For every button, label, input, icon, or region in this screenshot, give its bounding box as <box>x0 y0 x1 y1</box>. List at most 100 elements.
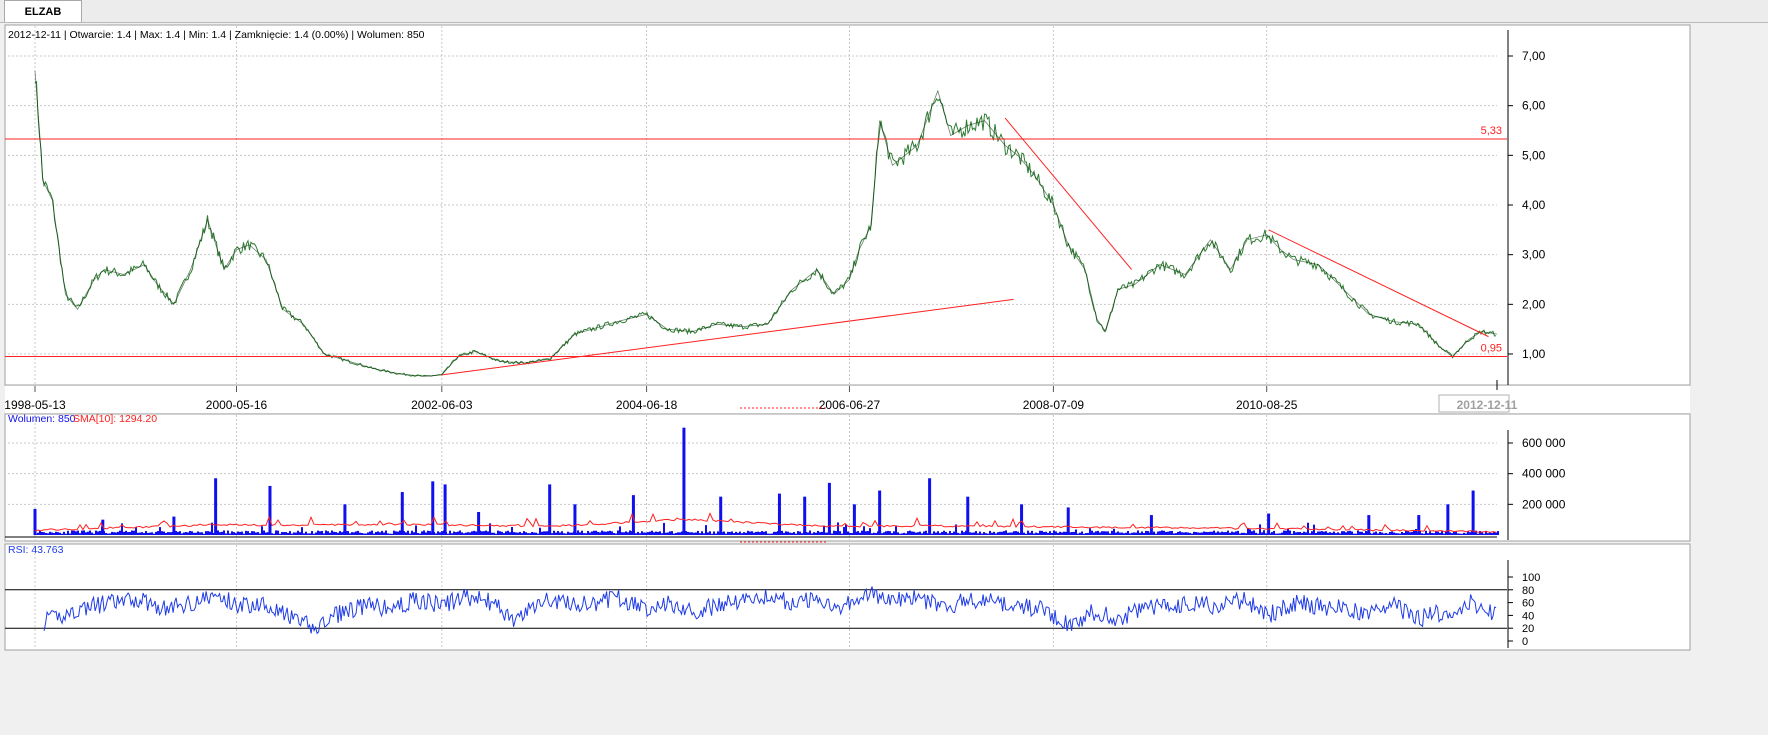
volume-bar <box>191 531 193 535</box>
volume-bar <box>719 496 723 535</box>
volume-bar <box>895 526 897 535</box>
volume-bar <box>407 530 409 535</box>
axes: 1998-05-13 2000-05-16 2002-06-03 2004-06-18… <box>4 30 1566 648</box>
volume-bar <box>861 530 863 535</box>
volume-bar <box>141 532 143 535</box>
volume-bar <box>259 533 261 535</box>
volume-bar <box>1013 531 1015 535</box>
volume-bar <box>567 531 569 535</box>
volume-bar <box>255 532 257 535</box>
volume-bar <box>1463 532 1465 535</box>
volume-bar <box>989 530 991 535</box>
volume-bar <box>1115 532 1117 535</box>
volume-bar <box>917 532 919 535</box>
volume-bar <box>1343 531 1345 535</box>
tab-elzab[interactable]: ELZAB <box>4 0 82 22</box>
rsi-layer <box>5 586 1507 635</box>
volume-bar <box>977 533 979 535</box>
volume-bar <box>413 532 415 535</box>
volume-bar <box>1395 533 1397 535</box>
volume-bar <box>931 533 933 535</box>
volume-bar <box>515 532 517 535</box>
price-tick-label: 4,00 <box>1522 198 1546 212</box>
volume-bar <box>701 531 703 535</box>
volume-bar <box>177 531 179 535</box>
volume-bar <box>409 533 411 535</box>
volume-bar <box>117 531 119 535</box>
volume-bar <box>487 531 489 535</box>
volume-bar <box>391 533 393 535</box>
volume-bar <box>447 533 449 535</box>
volume-bar <box>1265 533 1267 535</box>
volume-bar <box>1119 532 1121 535</box>
volume-bar <box>755 531 757 535</box>
volume-bar <box>1363 533 1365 535</box>
volume-bar <box>865 531 867 535</box>
volume-bar <box>965 530 967 535</box>
bottom-strip <box>0 652 1768 735</box>
volume-bar <box>111 531 113 535</box>
volume-bar <box>709 531 711 535</box>
volume-bar <box>1117 531 1119 535</box>
volume-bar <box>629 530 631 535</box>
volume-bar <box>485 530 487 535</box>
volume-bar <box>493 532 495 535</box>
volume-bar <box>1061 532 1063 535</box>
volume-bar <box>863 526 865 535</box>
volume-bar <box>1217 531 1219 535</box>
volume-bar <box>437 531 439 535</box>
volume-bar <box>657 531 659 535</box>
chart-area[interactable]: 5,33 0,95 1998-05-13 2000-05-16 2002-06-03 2… <box>0 23 1768 651</box>
volume-bar <box>1459 533 1461 535</box>
volume-bar <box>319 531 321 535</box>
volume-bar <box>1339 533 1341 535</box>
volume-bar <box>953 531 955 535</box>
volume-bar <box>1485 530 1487 535</box>
volume-bar <box>1033 533 1035 535</box>
volume-bar <box>1231 531 1233 535</box>
volume-bar <box>1375 531 1377 535</box>
volume-bar <box>501 531 503 535</box>
volume-bar <box>523 531 525 535</box>
volume-bar <box>1361 531 1363 535</box>
volume-bar <box>1185 532 1187 535</box>
volume-bar <box>1009 532 1011 535</box>
volume-bar <box>1101 531 1103 535</box>
volume-bar <box>1243 532 1245 535</box>
volume-bar <box>951 533 953 535</box>
volume-bar <box>933 531 935 535</box>
volume-bar <box>1055 531 1057 535</box>
volume-bar <box>1045 531 1047 535</box>
volume-bar <box>883 532 885 535</box>
volume-bar <box>1359 531 1361 535</box>
volume-bar <box>1469 532 1471 535</box>
volume-bar <box>1333 531 1335 535</box>
volume-bar <box>781 530 783 535</box>
volume-bar <box>743 532 745 535</box>
volume-bar <box>393 530 395 535</box>
volume-bar <box>533 532 535 535</box>
volume-bar <box>87 531 89 535</box>
volume-bar <box>289 531 291 535</box>
volume-bar <box>475 531 477 535</box>
volume-bar <box>239 531 241 535</box>
volume-bar <box>1446 504 1450 535</box>
volume-bar <box>405 532 407 535</box>
volume-bar <box>1235 531 1237 535</box>
volume-bar <box>685 531 687 535</box>
volume-bar <box>1225 532 1227 535</box>
volume-bar <box>667 532 669 535</box>
volume-bar <box>859 532 861 535</box>
date-label: 2008-07-09 <box>1023 398 1085 412</box>
volume-bar <box>697 530 699 535</box>
volume-bar <box>639 533 641 535</box>
volume-bar <box>847 531 849 535</box>
volume-bar <box>631 495 635 535</box>
volume-bar <box>1329 532 1331 535</box>
volume-bar <box>775 531 777 535</box>
volume-bar <box>1219 532 1221 535</box>
volume-bar <box>585 533 587 535</box>
volume-bar <box>593 530 595 535</box>
volume-bar <box>1497 531 1499 535</box>
volume-bar <box>425 532 427 535</box>
